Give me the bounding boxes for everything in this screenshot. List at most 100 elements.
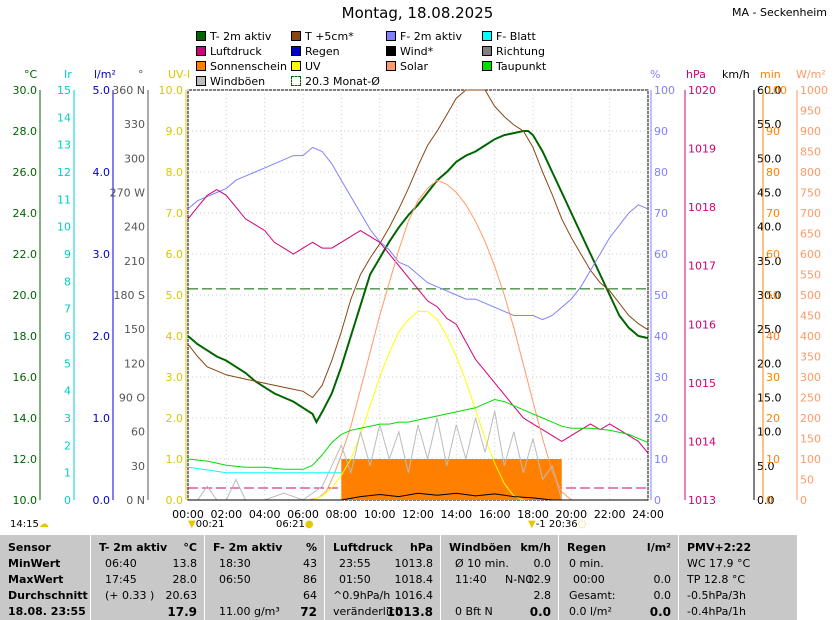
stats-value: 12.9	[526, 573, 552, 586]
axis-tick-label-ir: 6	[64, 330, 71, 343]
axis-tick-label-dir: 210	[124, 255, 145, 268]
axis-tick-label-sun: 0	[766, 494, 773, 507]
weather-chart: 00:00 02:00 04:00 06:00 08:00 10:00 12:00 14:00…	[13, 68, 829, 521]
x-tick-label: 08:00	[325, 508, 357, 521]
legend-swatch	[196, 76, 206, 86]
legend-label: Solar	[400, 60, 429, 73]
axis-tick-label-dir: 300	[124, 152, 145, 165]
stats-hum-column: F- 2m aktiv% 18:30 43 06:50 86 64 11.00 g/…	[204, 535, 325, 620]
legend-item: Taupunkt	[482, 60, 546, 73]
axis-tick-label-temp: 30.0	[13, 84, 38, 97]
stats-wind-column: Windböen km/h Ø 10 min. 0.0 11:40 N-NO 12.9 …	[440, 535, 559, 620]
stats-time: 11.00 g/m³	[219, 605, 280, 618]
axis-tick-label-solar: 150	[800, 433, 821, 446]
x-tick-label: 20:00	[555, 508, 587, 521]
stats-row-label: Durchschnitt	[8, 589, 88, 602]
sunrise-time: 00:21	[195, 519, 225, 530]
axis-tick-label-solar: 700	[800, 207, 821, 220]
axis-unit-label-sun: min	[760, 68, 781, 81]
legend-swatch	[386, 61, 396, 71]
stats-value: TP 12.8 °C	[687, 573, 746, 586]
series-line	[187, 130, 649, 425]
legend-swatch	[196, 46, 206, 56]
stats-value: 43	[303, 557, 317, 570]
axis-tick-label-ir: 5	[64, 357, 71, 370]
axis-tick-label-sun: 50	[766, 289, 780, 302]
axis-tick-label-wind: 5.0	[757, 460, 775, 473]
x-tick-label: 10:00	[364, 508, 396, 521]
legend-swatch	[482, 46, 492, 56]
stats-press-column: Luftdruck hPa 23:55 1013.8 01:50 1018.4 ^0.…	[324, 535, 441, 620]
axis-tick-label-hum: 60	[654, 248, 668, 261]
axis-tick-label-rain: 4.0	[93, 166, 111, 179]
axis-tick-label-dir: 330	[124, 118, 145, 131]
legend-label: F- Blatt	[496, 30, 536, 43]
legend-swatch	[196, 61, 206, 71]
axis-tick-label-press: 1020	[688, 84, 716, 97]
axis-tick-label-dir: 60	[131, 426, 145, 439]
x-tick-label: 14:00	[440, 508, 472, 521]
axis-tick-label-uv: 8.0	[166, 166, 184, 179]
stats-row-label: MinWert	[8, 557, 61, 570]
axis-tick-label-ir: 13	[57, 139, 71, 152]
sunrise-marker: ▼00:21	[188, 519, 225, 530]
legend-label: T- 2m aktiv	[210, 30, 272, 43]
axis-tick-label-press: 1014	[688, 435, 716, 448]
legend-label: 20.3 Monat-Ø	[305, 75, 380, 88]
axis-tick-label-sun: 10	[766, 453, 780, 466]
axis-tick-label-press: 1015	[688, 377, 716, 390]
axis-unit-label-press: hPa	[686, 68, 706, 81]
stats-header: Luftdruck	[333, 541, 393, 554]
stats-rain-column: Regen l/m² 0 min. 00:00 0.0 Gesamt: 0.0 0.0…	[558, 535, 679, 620]
axis-tick-label-ir: 10	[57, 221, 71, 234]
x-tick-label: 02:00	[210, 508, 242, 521]
legend-item: F- Blatt	[482, 30, 536, 43]
axis-tick-label-hum: 50	[654, 289, 668, 302]
axis-tick-label-rain: 3.0	[93, 248, 111, 261]
stats-row-label: 18.08. 23:55	[8, 605, 86, 618]
stats-pmv-column: PMV+2:22 WC 17.9 °C TP 12.8 °C -0.5hPa/3…	[678, 535, 798, 620]
axis-tick-label-dir: 270 W	[110, 187, 145, 200]
axis-tick-label-sun: 90	[766, 125, 780, 138]
axis-tick-label-ir: 1	[64, 467, 71, 480]
stats-time: 00:00	[573, 573, 605, 586]
axis-tick-label-hum: 80	[654, 166, 668, 179]
axis-tick-label-temp: 10.0	[13, 494, 38, 507]
legend-item: F- 2m aktiv	[386, 30, 462, 43]
axis-tick-label-temp: 16.0	[13, 371, 38, 384]
stats-time: veränderlich	[333, 605, 402, 618]
axis-tick-label-solar: 450	[800, 310, 821, 323]
axis-tick-label-solar: 350	[800, 351, 821, 364]
stats-value: 20.63	[165, 589, 198, 602]
axis-unit-label-uv: UV-I	[168, 68, 190, 81]
sunset-marker: 06:21●	[276, 519, 314, 530]
stats-unit: l/m²	[646, 541, 671, 554]
stats-value: 17.9	[167, 605, 197, 619]
axis-tick-label-sun: 70	[766, 207, 780, 220]
sun-icon: ●	[304, 519, 314, 530]
axis-tick-label-uv: 0.0	[166, 494, 184, 507]
axis-unit-label-wind: km/h	[722, 68, 750, 81]
axis-tick-label-wind: 40.0	[757, 221, 782, 234]
series-line	[187, 146, 649, 321]
axis-tick-label-hum: 20	[654, 412, 668, 425]
series-line	[187, 398, 649, 470]
axis-tick-label-sun: 80	[766, 166, 780, 179]
axis-tick-label-wind: 15.0	[757, 392, 782, 405]
axis-tick-label-temp: 22.0	[13, 248, 38, 261]
axis-tick-label-hum: 10	[654, 453, 668, 466]
legend-label: Luftdruck	[210, 45, 262, 58]
time-marker: 14:15☁	[10, 519, 49, 530]
axis-tick-label-sun: 20	[766, 412, 780, 425]
legend-swatch	[291, 46, 301, 56]
axis-tick-label-temp: 20.0	[13, 289, 38, 302]
axis-tick-label-ir: 8	[64, 275, 71, 288]
legend-item: Regen	[291, 45, 340, 58]
stats-value: 2.8	[533, 589, 552, 602]
axis-tick-label-uv: 1.0	[166, 453, 184, 466]
x-tick-label: 00:00	[172, 508, 204, 521]
stats-unit: %	[305, 541, 317, 554]
axis-tick-label-rain: 2.0	[93, 330, 111, 343]
legend-label: T +5cm*	[305, 30, 354, 43]
legend-label: Regen	[305, 45, 340, 58]
